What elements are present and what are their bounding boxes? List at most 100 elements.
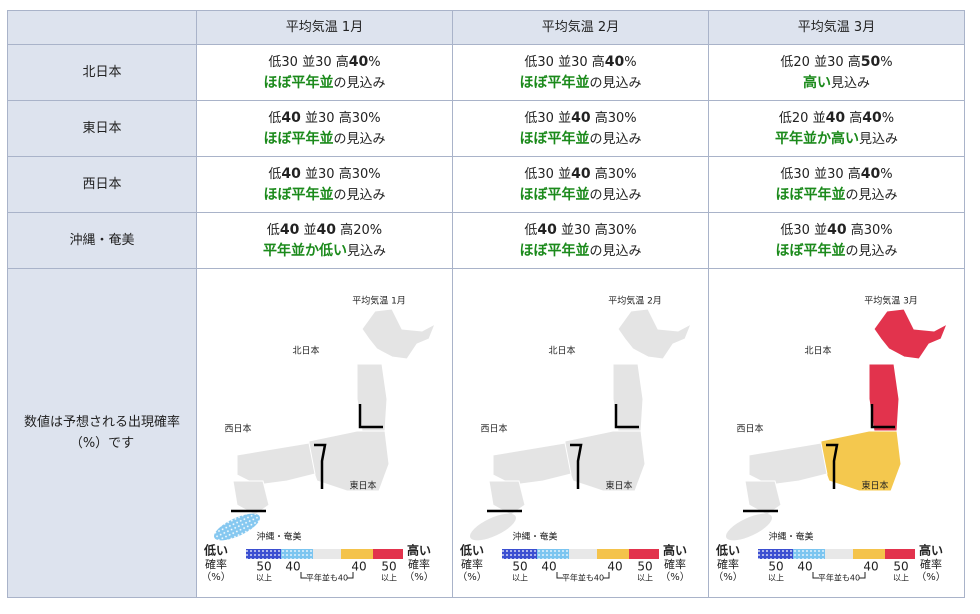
prob-value: 30 xyxy=(607,166,625,182)
unit: % xyxy=(880,166,893,182)
prob-value: 30 xyxy=(351,166,369,182)
prob-label: 高 xyxy=(594,222,608,238)
prob-value: 30 xyxy=(318,110,335,126)
legend-tick: 50 xyxy=(893,560,908,574)
forecast-cell: 低40 並30 高30% ほぼ平年並の見込み xyxy=(196,100,453,157)
column-header: 平均気温 2月 xyxy=(541,20,620,35)
prob-value: 30 xyxy=(281,54,298,70)
prob-value: 30 xyxy=(574,222,591,238)
outlook: ほぼ平年並の見込み xyxy=(775,241,897,262)
forecast-cell: 低30 並30 高40% ほぼ平年並の見込み xyxy=(708,156,965,213)
outlook-suffix: の見込み xyxy=(333,75,386,91)
prob-value: 40 xyxy=(571,109,591,126)
legend-swatch xyxy=(341,549,373,559)
prob-label: 低 xyxy=(268,166,282,182)
legend-tick: 40 xyxy=(351,560,366,574)
legend-swatch xyxy=(597,549,629,559)
outlook-suffix: の見込み xyxy=(333,131,386,147)
legend-tick: 50 xyxy=(637,560,652,574)
forecast-cell: 低30 並30 高40% ほぼ平年並の見込み xyxy=(452,44,709,101)
unit: % xyxy=(880,54,893,70)
region-cell: 西日本 xyxy=(7,156,197,213)
prob-value: 40 xyxy=(281,109,301,126)
prob-value: 30 xyxy=(537,110,554,126)
prob-label: 低 xyxy=(268,54,282,70)
prob-value: 40 xyxy=(604,53,625,70)
prob-label: 低 xyxy=(524,166,538,182)
legend-normal-note: 平年並も40 xyxy=(562,573,604,583)
legend-swatch xyxy=(793,549,825,559)
legend-swatch xyxy=(373,549,403,559)
forecast-cell: 低30 並40 高30% ほぼ平年並の見込み xyxy=(708,212,965,269)
probabilities: 低40 並40 高20% xyxy=(267,220,382,241)
forecast-cell: 低40 並30 高30% ほぼ平年並の見込み xyxy=(452,212,709,269)
map-label: 北日本 xyxy=(804,345,831,357)
note: 数値は予想される出現確率（%）です xyxy=(23,415,180,451)
outlook-term: ほぼ平年並 xyxy=(519,242,590,259)
region-okinawa xyxy=(470,513,516,541)
prob-label: 低 xyxy=(780,166,794,182)
probabilities: 低40 並30 高30% xyxy=(268,164,380,185)
map-label: 沖縄・奄美 xyxy=(512,531,557,543)
legend-swatch xyxy=(313,549,341,559)
prob-value: 30 xyxy=(863,222,881,238)
prob-value: 30 xyxy=(827,166,844,182)
map-cell: 平均気温 2月 北日本 西日本 東日本 沖縄・奄美 低い 確率 （%） 高い 確率 （%） 50 40 4… xyxy=(452,268,709,598)
prob-value: 30 xyxy=(827,54,844,70)
prob-value: 30 xyxy=(537,166,554,182)
map-label: 東日本 xyxy=(861,480,888,492)
prob-label: 並 xyxy=(558,166,572,182)
legend-tick: 50 xyxy=(768,560,783,574)
legend-tick: 40 xyxy=(863,560,878,574)
legend-prob: 確率 xyxy=(205,557,227,571)
map-cell: 平均気温 3月 北日本 西日本 東日本 沖縄・奄美 低い 確率 （%） 高い 確率 （%） 50 40 4… xyxy=(708,268,965,598)
region-label: 東日本 xyxy=(82,121,122,136)
prob-value: 30 xyxy=(607,110,625,126)
outlook: 平年並か高い見込み xyxy=(775,129,898,150)
map-title: 平均気温 3月 xyxy=(864,295,918,307)
prob-label: 並 xyxy=(558,110,572,126)
legend-unit: （%） xyxy=(201,571,231,583)
legend-swatch xyxy=(281,549,313,559)
outlook-suffix: の見込み xyxy=(845,243,898,259)
prob-label: 高 xyxy=(591,54,605,70)
region-label: 北日本 xyxy=(82,65,122,80)
note-bracket xyxy=(812,572,819,579)
prob-label: 並 xyxy=(305,166,319,182)
prob-value: 40 xyxy=(316,221,337,238)
unit: % xyxy=(624,166,637,182)
unit: % xyxy=(368,54,381,70)
forecast-cell: 低20 並40 高40% 平年並か高い見込み xyxy=(708,100,965,157)
legend-unit: （%） xyxy=(404,571,434,583)
outlook-suffix: の見込み xyxy=(333,187,386,203)
prob-value: 20 xyxy=(793,54,810,70)
legend-swatch xyxy=(885,549,915,559)
prob-label: 並 xyxy=(814,222,828,238)
outlook-suffix: の見込み xyxy=(589,75,642,91)
outlook: ほぼ平年並の見込み xyxy=(263,73,385,94)
prob-value: 40 xyxy=(827,221,847,238)
prob-label: 高 xyxy=(594,166,608,182)
map-label: 西日本 xyxy=(736,423,763,435)
forecast-cell: 低30 並40 高30% ほぼ平年並の見込み xyxy=(452,100,709,157)
legend-tick: 40 xyxy=(607,560,622,574)
map-label: 沖縄・奄美 xyxy=(768,531,813,543)
note-bracket xyxy=(347,572,354,579)
legend-low: 低い xyxy=(715,543,740,558)
prob-value: 20 xyxy=(353,222,370,238)
prob-label: 高 xyxy=(847,166,861,182)
legend-high: 高い xyxy=(663,543,687,558)
prob-label: 並 xyxy=(303,222,317,238)
prob-label: 高 xyxy=(335,54,349,70)
region-west xyxy=(236,442,316,486)
note-bracket xyxy=(556,572,563,579)
region-north xyxy=(868,363,900,432)
boundary xyxy=(358,404,383,429)
unit: % xyxy=(624,110,637,126)
prob-label: 低 xyxy=(780,54,794,70)
prob-label: 高 xyxy=(847,54,861,70)
prob-value: 40 xyxy=(825,109,846,126)
outlook: ほぼ平年並の見込み xyxy=(263,185,385,206)
legend-tick: 50 xyxy=(256,560,271,574)
